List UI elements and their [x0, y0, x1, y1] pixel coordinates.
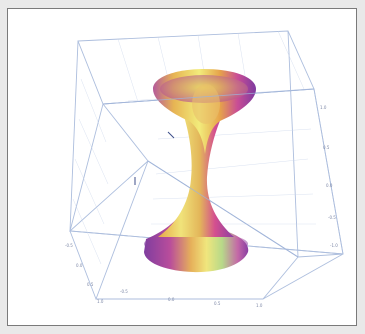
- z-tick: 0.0: [326, 183, 333, 188]
- surface-top-throat: [192, 84, 220, 124]
- y-tick: -0.5: [65, 243, 73, 248]
- grid-lines: [72, 30, 316, 265]
- y-tick: 0.5: [87, 282, 94, 287]
- x-tick: 1.0: [256, 303, 263, 308]
- z-tick: 0.5: [323, 145, 330, 150]
- z-axis-ticks: 1.0 0.5 0.0 -0.5 -1.0: [320, 105, 338, 248]
- axis-marker: [134, 131, 175, 185]
- x-tick: 0.5: [214, 301, 221, 306]
- y-tick: 0.0: [76, 263, 83, 268]
- x-tick: -0.5: [120, 289, 128, 294]
- bounding-box-front: [102, 88, 315, 258]
- y-tick: 1.0: [97, 299, 104, 304]
- y-axis-ticks: -0.5 0.0 0.5 1.0: [65, 243, 104, 304]
- surface-plot: -0.5 0.0 0.5 1.0 -0.5 0.0 0.5 1.0 1.0 0.…: [65, 30, 344, 308]
- z-tick: -1.0: [330, 243, 338, 248]
- z-tick: 1.0: [320, 105, 327, 110]
- surface-bottom-rim: [144, 232, 248, 256]
- z-tick: -0.5: [328, 215, 336, 220]
- surface-neck: [158, 99, 234, 237]
- figure-frame: -0.5 0.0 0.5 1.0 -0.5 0.0 0.5 1.0 1.0 0.…: [7, 8, 357, 326]
- x-tick: 0.0: [168, 297, 175, 302]
- x-axis-ticks: -0.5 0.0 0.5 1.0: [120, 289, 263, 308]
